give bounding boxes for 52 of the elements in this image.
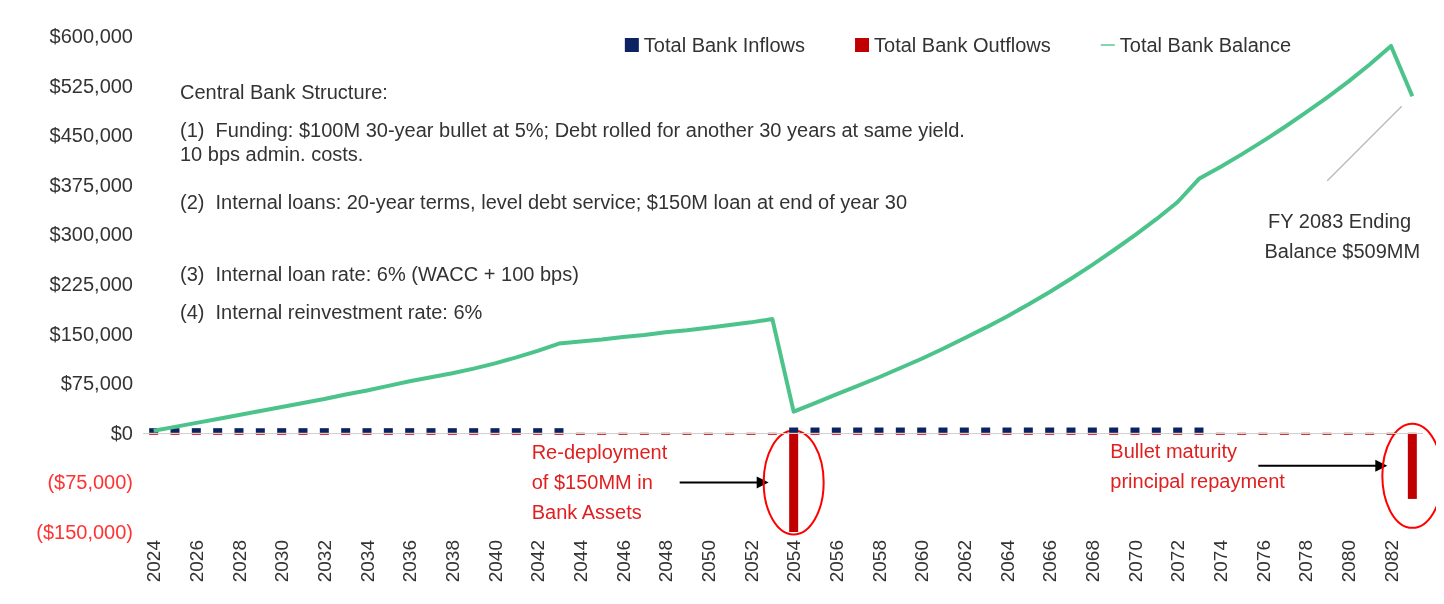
annotation: Central Bank Structure: xyxy=(180,81,388,103)
x-tick-label: 2066 xyxy=(1039,540,1061,583)
x-tick-label: 2052 xyxy=(740,540,762,583)
x-tick-label: 2050 xyxy=(697,540,719,583)
x-tick-label: 2026 xyxy=(185,540,207,583)
y-tick-label: $0 xyxy=(110,421,133,444)
x-tick-label: 2040 xyxy=(484,540,506,583)
annotation: FY 2083 Ending Balance $509MM xyxy=(1264,210,1421,263)
y-tick-label: ($150,000) xyxy=(36,521,133,543)
x-tick-label: 2028 xyxy=(228,540,250,583)
legend-label: Total Bank Inflows xyxy=(643,34,806,56)
x-tick-label: 2038 xyxy=(441,540,463,583)
y-tick-label: $225,000 xyxy=(49,273,133,295)
x-tick-label: 2060 xyxy=(911,540,933,583)
x-tick-label: 2064 xyxy=(996,539,1018,583)
y-tick-label: $75,000 xyxy=(60,372,133,395)
y-tick-label: $375,000 xyxy=(49,173,133,196)
x-tick-label: 2054 xyxy=(783,539,805,583)
x-tick-label: 2048 xyxy=(655,540,677,583)
legend-label: Total Bank Outflows xyxy=(874,34,1051,56)
y-tick-label: $300,000 xyxy=(49,223,133,246)
annotation: (4) Internal reinvestment rate: 6% xyxy=(180,301,483,323)
x-tick-label: 2034 xyxy=(356,539,378,583)
y-tick-label: $525,000 xyxy=(49,74,133,97)
legend-label: Total Bank Balance xyxy=(1119,34,1292,56)
x-tick-label: 2070 xyxy=(1124,540,1146,583)
x-tick-label: 2062 xyxy=(953,540,975,583)
x-tick-label: 2078 xyxy=(1295,540,1317,583)
annotation: (3) Internal loan rate: 6% (WACC + 100 bps) xyxy=(180,263,579,285)
x-tick-label: 2080 xyxy=(1337,540,1359,583)
x-tick-label: 2074 xyxy=(1209,539,1231,583)
y-tick-label: $600,000 xyxy=(49,25,133,47)
annotation: (2) Internal loans: 20-year terms, level debt service; $150M loan at end of year 30 xyxy=(180,191,908,213)
x-tick-label: 2044 xyxy=(569,539,591,583)
y-tick-label: $150,000 xyxy=(49,322,133,345)
annotation: Bullet maturity principal repayment xyxy=(1110,439,1286,492)
y-tick-label: $450,000 xyxy=(49,124,133,147)
x-tick-label: 2024 xyxy=(143,539,165,583)
x-tick-label: 2082 xyxy=(1380,540,1402,583)
x-tick-label: 2076 xyxy=(1252,540,1274,583)
x-tick-label: 2046 xyxy=(612,540,634,583)
x-tick-label: 2036 xyxy=(399,540,421,583)
annotation: (1) Funding: $100M 30-year bullet at 5%; Debt rolled for another 30 years at same yield. 10 bps admin. costs. xyxy=(180,119,971,165)
annotation: Re-deployment of $150MM in Bank Assets xyxy=(531,441,673,524)
x-tick-label: 2056 xyxy=(825,540,847,583)
x-tick-label: 2068 xyxy=(1081,540,1103,583)
x-tick-label: 2058 xyxy=(868,540,890,583)
x-tick-label: 2032 xyxy=(313,540,335,583)
x-tick-label: 2072 xyxy=(1167,540,1189,583)
x-tick-label: 2030 xyxy=(271,540,293,583)
x-tick-label: 2042 xyxy=(527,540,549,583)
y-tick-label: ($75,000) xyxy=(47,471,133,494)
